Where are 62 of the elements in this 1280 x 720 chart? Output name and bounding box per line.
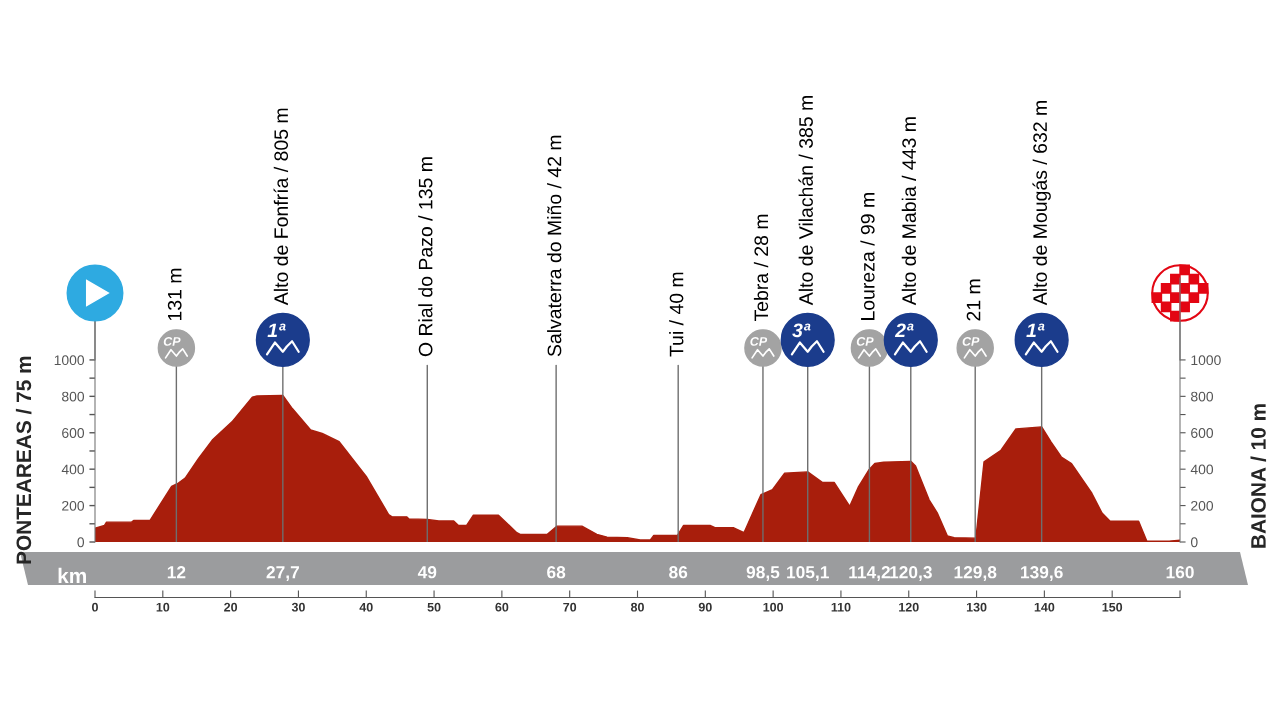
x2-tick-label: 12 — [167, 566, 186, 579]
x2-tick-label: 120,3 — [890, 566, 932, 581]
y2-tick-label: 400 — [1190, 464, 1214, 475]
ref-line-label: 21 m — [966, 279, 981, 321]
x2-axis-title: km — [58, 567, 86, 583]
y2-tick-label: 600 — [1191, 428, 1214, 438]
ref-line-label: Alto de Vilachán / 385 m — [798, 96, 813, 306]
x-tick-label: 50 — [427, 602, 441, 612]
y2-tick-label: 1000 — [1191, 355, 1221, 366]
y-axis-title: PONTEAREAS / 75 m — [15, 356, 32, 564]
x-tick-label: 80 — [630, 602, 644, 612]
ref-line-label: O Rial do Pazo / 135 m — [418, 157, 433, 357]
x-tick-label: 40 — [359, 602, 373, 612]
ref-line-label: Salvaterra do Miño / 42 m — [547, 135, 562, 357]
x-tick-label: 140 — [1034, 602, 1055, 612]
x-tick-label: 110 — [831, 602, 851, 612]
x-tick-label: 90 — [698, 602, 712, 612]
annotation: CP — [750, 337, 768, 346]
y-tick-label: 0 — [77, 537, 85, 548]
annotation: 2ª — [894, 323, 914, 338]
x2-tick-label: 68 — [547, 566, 566, 579]
annotation: CP — [856, 337, 874, 346]
y-tick-label: 600 — [62, 428, 85, 438]
x2-tick-label: 86 — [669, 566, 688, 579]
x2-tick-label: 160 — [1166, 566, 1194, 579]
y-tick-label: 800 — [62, 391, 85, 402]
y-tick-label: 200 — [62, 500, 85, 511]
x-tick-label: 0 — [92, 602, 98, 612]
ref-line-label: Alto de Mabia / 443 m — [901, 117, 916, 306]
x2-tick-label: 105,1 — [787, 566, 829, 581]
annotation: 1ª — [267, 323, 286, 338]
x-tick-label: 150 — [1102, 602, 1123, 612]
x2-tick-label: 98,5 — [746, 566, 780, 581]
x2-tick-label: 27,7 — [266, 566, 299, 581]
y2-tick-label: 800 — [1191, 391, 1214, 402]
x-tick-label: 130 — [966, 602, 987, 612]
ref-line-label: Tebra / 28 m — [753, 214, 769, 322]
x2-tick-label: 49 — [417, 566, 437, 579]
y-tick-label: 400 — [61, 464, 85, 475]
x2-tick-label: 139,6 — [1021, 566, 1063, 581]
y2-axis-title: BAIONA / 10 m — [1250, 404, 1267, 548]
y2-tick-label: 200 — [1191, 500, 1214, 511]
x2-tick-label: 129,8 — [954, 566, 997, 581]
x-tick-label: 10 — [156, 602, 170, 612]
x-tick-label: 70 — [563, 602, 577, 612]
annotation: CP — [163, 337, 181, 346]
annotation: CP — [962, 337, 980, 346]
ref-line-label: Alto de Fonfría / 805 m — [273, 108, 289, 306]
x-tick-label: 20 — [224, 602, 238, 612]
annotation: 1ª — [1026, 323, 1045, 338]
x-tick-label: 30 — [291, 602, 305, 612]
ref-line-label: Loureza / 99 m — [860, 193, 875, 320]
x2-tick-label: 114,2 — [849, 566, 890, 581]
x-tick-label: 60 — [495, 602, 509, 612]
ref-line-label: Tui / 40 m — [669, 272, 684, 357]
annotation: 3ª — [792, 323, 811, 338]
x-tick-label: 120 — [899, 602, 919, 612]
ref-line-label: 131 m — [167, 268, 182, 321]
y2-tick-label: 0 — [1190, 537, 1198, 548]
x-tick-label: 100 — [763, 602, 784, 612]
ref-line-label: Alto de Mougás / 632 m — [1032, 101, 1051, 306]
y-tick-label: 1000 — [54, 355, 85, 366]
